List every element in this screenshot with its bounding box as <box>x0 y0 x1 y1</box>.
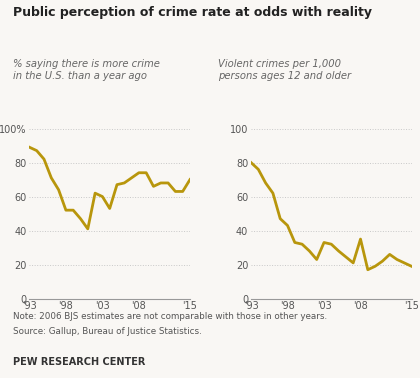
Text: Violent crimes per 1,000
persons ages 12 and older: Violent crimes per 1,000 persons ages 12… <box>218 59 352 81</box>
Text: Source: Gallup, Bureau of Justice Statistics.: Source: Gallup, Bureau of Justice Statis… <box>13 327 201 336</box>
Text: PEW RESEARCH CENTER: PEW RESEARCH CENTER <box>13 357 145 367</box>
Text: Public perception of crime rate at odds with reality: Public perception of crime rate at odds … <box>13 6 372 19</box>
Text: Note: 2006 BJS estimates are not comparable with those in other years.: Note: 2006 BJS estimates are not compara… <box>13 312 327 321</box>
Text: % saying there is more crime
in the U.S. than a year ago: % saying there is more crime in the U.S.… <box>13 59 160 81</box>
